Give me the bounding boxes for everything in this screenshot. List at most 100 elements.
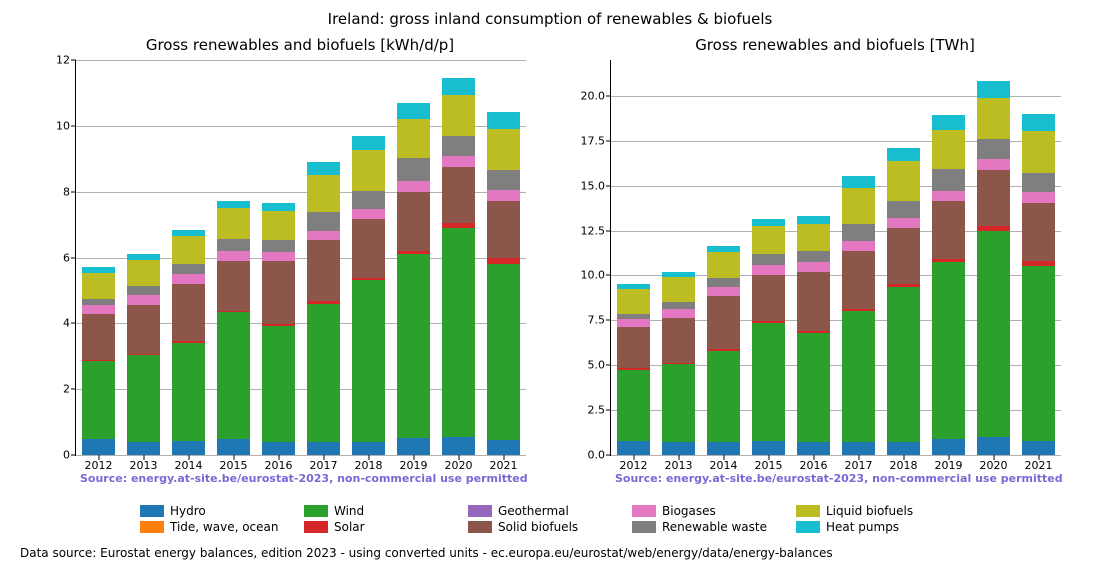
bar-segment-renew_waste xyxy=(487,170,521,190)
legend-item-solar: Solar xyxy=(304,520,468,534)
ytick-mark xyxy=(71,60,76,61)
ytick-mark xyxy=(71,257,76,258)
xtick-label: 2013 xyxy=(130,459,158,472)
left-panel-title: Gross renewables and biofuels [kWh/d/p] xyxy=(75,36,525,54)
right-source-note: Source: energy.at-site.be/eurostat-2023,… xyxy=(615,472,1063,485)
bar-segment-renew_waste xyxy=(617,314,651,319)
bar-segment-wind xyxy=(842,311,876,442)
bar-segment-biogases xyxy=(752,265,786,274)
bar-segment-biogases xyxy=(887,218,921,228)
bar-segment-solid_bio xyxy=(797,272,831,331)
bar-segment-wind xyxy=(397,254,431,438)
bar-segment-solar xyxy=(127,354,161,355)
bar-segment-heat_pumps xyxy=(487,112,521,129)
xtick-label: 2016 xyxy=(800,459,828,472)
bar-segment-biogases xyxy=(442,156,476,167)
bar-segment-solid_bio xyxy=(887,228,921,285)
bar-segment-solar xyxy=(442,223,476,228)
legend-item-heat_pumps: Heat pumps xyxy=(796,520,960,534)
bar-segment-solar xyxy=(487,258,521,264)
bar-segment-biogases xyxy=(397,181,431,192)
ytick-label: 12 xyxy=(56,54,70,67)
ytick-mark xyxy=(606,95,611,96)
bar-segment-heat_pumps xyxy=(1022,114,1056,131)
bar-segment-wind xyxy=(82,361,116,439)
bar-segment-solid_bio xyxy=(442,167,476,223)
legend-label: Wind xyxy=(334,504,364,518)
ytick-mark xyxy=(71,125,76,126)
xtick-label: 2012 xyxy=(85,459,113,472)
legend-label: Hydro xyxy=(170,504,206,518)
ytick-label: 10 xyxy=(56,119,70,132)
xtick-label: 2012 xyxy=(620,459,648,472)
bar-segment-biogases xyxy=(82,305,116,314)
bar-segment-renew_waste xyxy=(797,251,831,262)
legend-label: Tide, wave, ocean xyxy=(170,520,279,534)
bar-segment-hydro xyxy=(262,442,296,455)
bar-segment-solid_bio xyxy=(1022,203,1056,260)
bar-segment-liquid_bio xyxy=(617,289,651,313)
bar-segment-heat_pumps xyxy=(662,272,696,277)
ytick-label: 15.0 xyxy=(581,179,606,192)
ytick-label: 10.0 xyxy=(581,269,606,282)
bar-segment-renew_waste xyxy=(352,191,386,209)
bar-segment-heat_pumps xyxy=(932,115,966,130)
bar-segment-liquid_bio xyxy=(82,273,116,299)
legend-label: Liquid biofuels xyxy=(826,504,913,518)
bar-segment-hydro xyxy=(752,441,786,455)
left-source-note: Source: energy.at-site.be/eurostat-2023,… xyxy=(80,472,528,485)
bar-segment-wind xyxy=(617,370,651,441)
right-plot-area: 0.02.55.07.510.012.515.017.520.020122013… xyxy=(610,60,1061,456)
bar-segment-liquid_bio xyxy=(487,129,521,170)
legend-swatch xyxy=(468,521,492,533)
ytick-mark xyxy=(71,389,76,390)
bar-segment-renew_waste xyxy=(977,139,1011,160)
legend-item-geothermal: Geothermal xyxy=(468,504,632,518)
bar-segment-heat_pumps xyxy=(797,216,831,224)
bar-segment-renew_waste xyxy=(662,302,696,310)
bar-segment-wind xyxy=(172,343,206,441)
bar-segment-solar xyxy=(397,251,431,254)
ytick-label: 0 xyxy=(63,449,70,462)
ytick-mark xyxy=(606,320,611,321)
legend-item-tide: Tide, wave, ocean xyxy=(140,520,304,534)
bar-segment-hydro xyxy=(172,441,206,455)
bar-segment-biogases xyxy=(487,190,521,201)
bar-segment-solar xyxy=(172,341,206,342)
ytick-label: 5.0 xyxy=(588,359,606,372)
legend-item-renew_waste: Renewable waste xyxy=(632,520,796,534)
bar-segment-solar xyxy=(707,349,741,350)
bar-segment-hydro xyxy=(82,439,116,455)
bar-segment-renew_waste xyxy=(707,278,741,287)
bar-segment-solid_bio xyxy=(352,219,386,278)
bar-segment-liquid_bio xyxy=(752,226,786,254)
xtick-label: 2020 xyxy=(445,459,473,472)
bar-segment-wind xyxy=(977,231,1011,437)
bar-segment-renew_waste xyxy=(127,286,161,294)
legend-swatch xyxy=(304,505,328,517)
bar-segment-hydro xyxy=(797,442,831,455)
legend-item-hydro: Hydro xyxy=(140,504,304,518)
xtick-label: 2015 xyxy=(220,459,248,472)
bar-segment-liquid_bio xyxy=(797,224,831,251)
bar-segment-liquid_bio xyxy=(842,188,876,224)
xtick-label: 2017 xyxy=(310,459,338,472)
bar-segment-hydro xyxy=(977,437,1011,455)
xtick-label: 2021 xyxy=(1025,459,1053,472)
bar-segment-renew_waste xyxy=(1022,173,1056,193)
legend-swatch xyxy=(140,521,164,533)
bar-segment-hydro xyxy=(442,437,476,455)
bar-segment-solar xyxy=(752,321,786,323)
legend-label: Solar xyxy=(334,520,365,534)
bar-segment-solar xyxy=(887,284,921,287)
ytick-mark xyxy=(71,455,76,456)
bar-segment-liquid_bio xyxy=(707,252,741,278)
figure-suptitle: Ireland: gross inland consumption of ren… xyxy=(0,10,1100,28)
bar-segment-solar xyxy=(842,309,876,311)
ytick-label: 17.5 xyxy=(581,134,606,147)
bar-segment-hydro xyxy=(127,442,161,455)
ytick-mark xyxy=(606,230,611,231)
bar-segment-renew_waste xyxy=(172,264,206,274)
bar-segment-biogases xyxy=(217,251,251,261)
xtick-label: 2017 xyxy=(845,459,873,472)
